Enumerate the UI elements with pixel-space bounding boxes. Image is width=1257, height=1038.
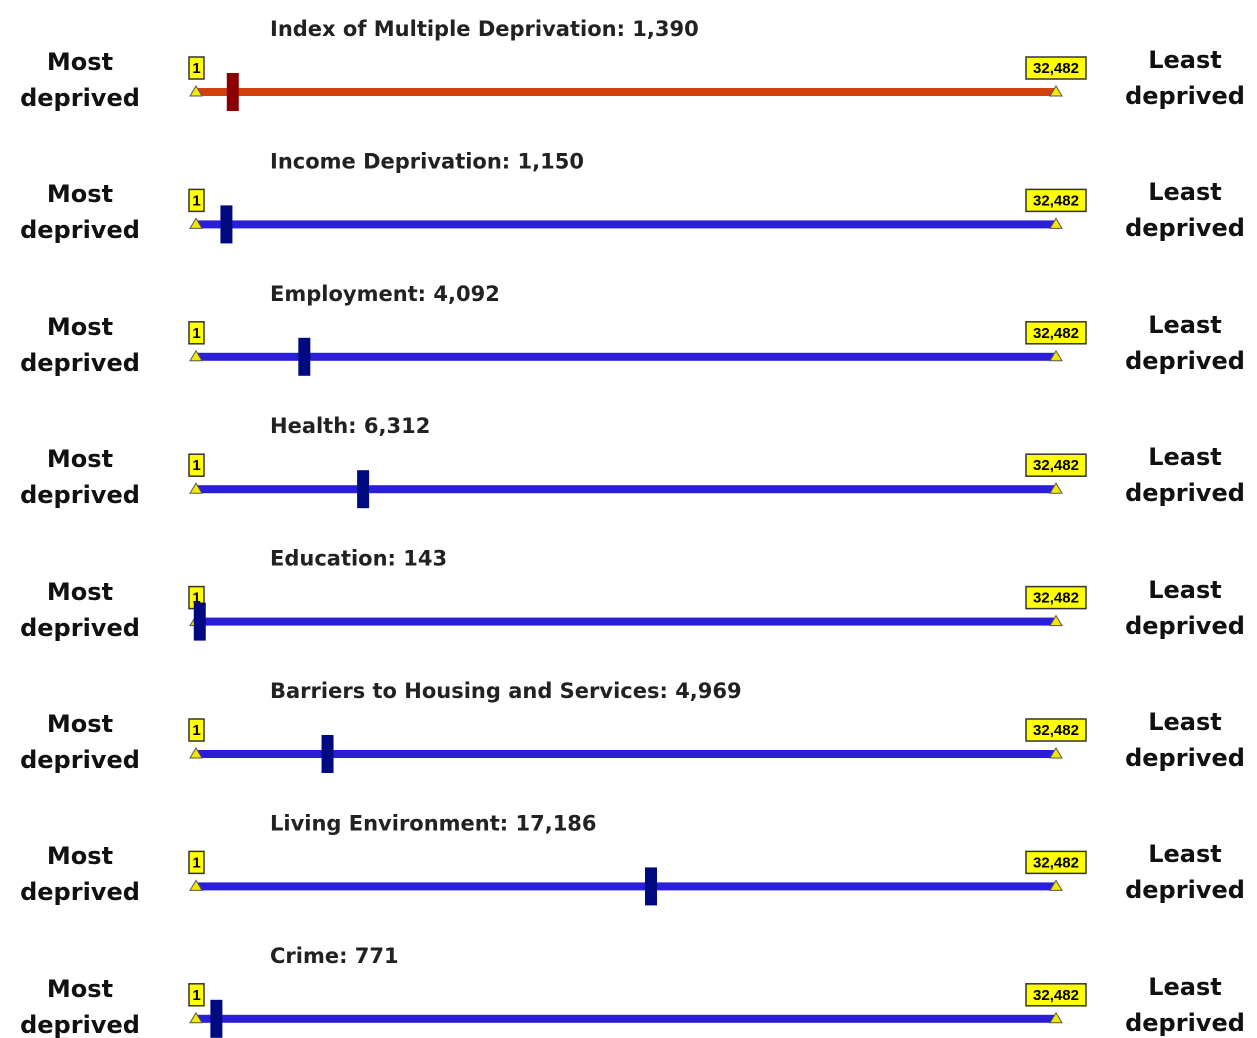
slider-track — [196, 750, 1056, 758]
tick-mark — [189, 879, 203, 891]
rank-marker — [210, 999, 223, 1038]
slider-title: Index of Multiple Deprivation: 1,390 — [270, 17, 699, 41]
tick-label: 32,482 — [1033, 590, 1079, 607]
left-label: Most deprived — [20, 445, 140, 510]
tick-mark — [1049, 85, 1063, 97]
tick-mark — [1049, 747, 1063, 759]
slider-title: Crime: 771 — [270, 944, 399, 968]
tick-mark — [1049, 349, 1063, 362]
tick-box — [1025, 718, 1087, 742]
tick-label: 1 — [192, 457, 200, 474]
tick-label: 1 — [192, 987, 200, 1004]
left-label: Most deprived — [20, 48, 140, 112]
tick-label: 1 — [192, 854, 200, 871]
slider-title: Barriers to Housing and Services: 4,969 — [270, 679, 742, 703]
tick-label: 32,482 — [1033, 192, 1079, 209]
tick-box — [1025, 453, 1087, 477]
rank-marker — [645, 867, 658, 906]
right-label: Least deprived — [1125, 708, 1245, 772]
tick-label: 1 — [192, 722, 200, 739]
tick-label: 32,482 — [1033, 722, 1079, 739]
rank-marker — [357, 470, 370, 509]
tick-box — [188, 718, 205, 742]
right-label: Least deprived — [1125, 310, 1245, 375]
slider-track — [196, 617, 1056, 626]
slider-title: Employment: 4,092 — [270, 282, 500, 306]
slider-title: Education: 143 — [270, 547, 447, 571]
left-label: Most deprived — [20, 710, 140, 774]
slider-title: Health: 6,312 — [270, 414, 430, 438]
tick-label: 32,482 — [1033, 457, 1079, 474]
tick-label: 1 — [192, 60, 200, 77]
tick-mark — [189, 85, 203, 97]
rank-marker — [220, 205, 233, 244]
left-label: Most deprived — [20, 180, 140, 245]
tick-box — [188, 453, 205, 477]
slider-track — [196, 882, 1056, 891]
rank-marker — [298, 337, 311, 376]
tick-box — [188, 983, 205, 1007]
tick-label: 32,482 — [1033, 60, 1079, 77]
tick-box — [188, 56, 205, 80]
slider-track — [196, 88, 1056, 96]
slider-track — [196, 1014, 1056, 1023]
tick-mark — [1049, 879, 1063, 891]
tick-box — [1025, 983, 1087, 1007]
tick-mark — [1049, 1011, 1063, 1024]
right-label: Least deprived — [1125, 46, 1245, 110]
slider-title: Living Environment: 17,186 — [270, 811, 597, 835]
right-label: Least deprived — [1125, 972, 1245, 1037]
rank-marker — [193, 602, 206, 641]
tick-label: 32,482 — [1033, 987, 1079, 1004]
tick-box — [188, 321, 205, 345]
tick-mark — [1049, 614, 1063, 627]
right-label: Least deprived — [1125, 178, 1245, 243]
left-label: Most deprived — [20, 842, 140, 907]
tick-mark — [1049, 482, 1063, 494]
tick-label: 1 — [192, 590, 200, 607]
tick-label: 32,482 — [1033, 325, 1079, 342]
tick-box — [1025, 850, 1087, 875]
tick-mark — [189, 482, 203, 494]
left-label: Most deprived — [20, 312, 140, 377]
tick-box — [1025, 321, 1087, 345]
tick-label: 32,482 — [1033, 854, 1079, 871]
tick-box — [188, 188, 205, 213]
tick-box — [1025, 188, 1087, 213]
tick-box — [1025, 585, 1087, 610]
slider-track — [196, 352, 1056, 361]
tick-box — [188, 850, 205, 875]
slider-title: Income Deprivation: 1,150 — [270, 149, 584, 173]
rank-marker — [226, 73, 239, 111]
left-label: Most deprived — [20, 974, 140, 1038]
right-label: Least deprived — [1125, 575, 1245, 640]
tick-box — [1025, 56, 1087, 80]
tick-mark — [1049, 217, 1063, 229]
tick-mark — [189, 747, 203, 759]
tick-mark — [189, 1011, 203, 1024]
right-label: Least deprived — [1125, 840, 1245, 905]
rank-marker — [321, 735, 334, 773]
tick-mark — [189, 217, 203, 229]
left-label: Most deprived — [20, 577, 140, 642]
tick-mark — [189, 349, 203, 362]
right-label: Least deprived — [1125, 443, 1245, 508]
slider-track — [196, 485, 1056, 494]
slider-track — [196, 220, 1056, 229]
tick-label: 1 — [192, 192, 200, 209]
tick-label: 1 — [192, 325, 200, 342]
